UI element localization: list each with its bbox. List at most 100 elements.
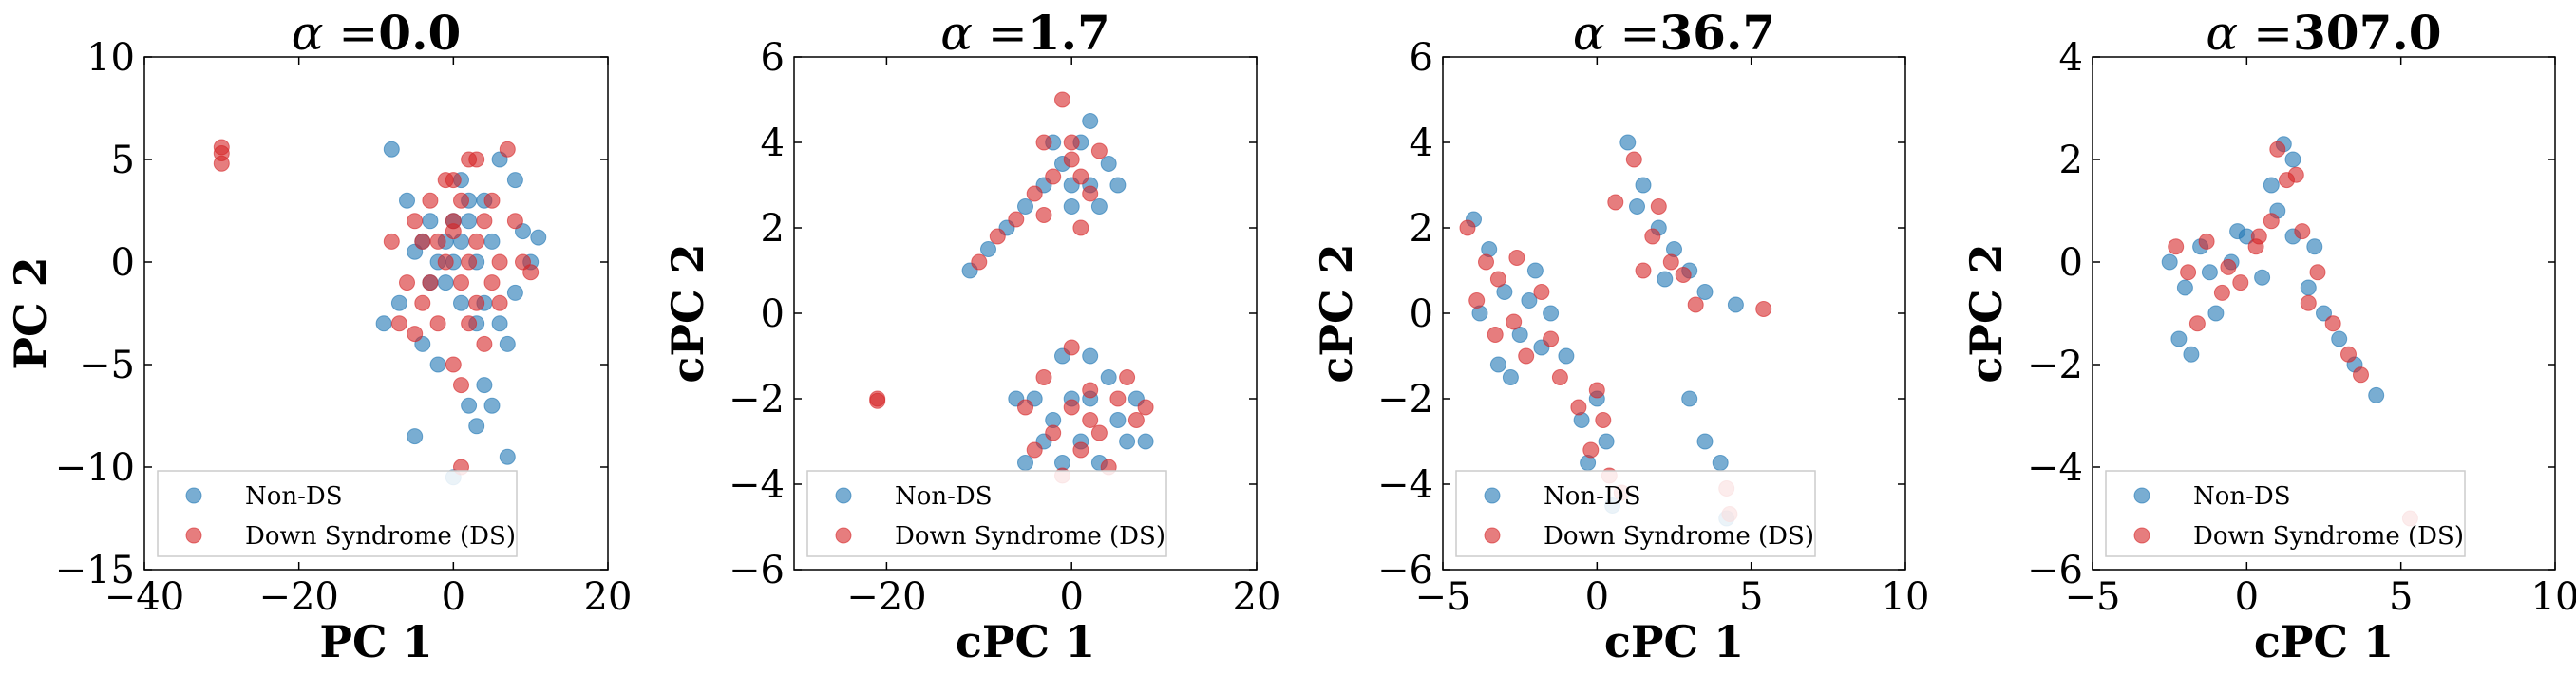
data-point xyxy=(2300,279,2317,296)
x-axis-label: cPC 1 xyxy=(2254,616,2394,667)
data-point xyxy=(414,233,431,250)
data-point xyxy=(1551,369,1568,385)
data-point xyxy=(1082,113,1099,129)
x-tick-label: 10 xyxy=(1882,575,1930,619)
data-point xyxy=(1533,284,1550,300)
legend-label: Down Syndrome (DS) xyxy=(2193,522,2464,551)
data-point xyxy=(491,253,508,271)
data-point xyxy=(1137,399,1154,416)
legend-label: Down Syndrome (DS) xyxy=(245,522,516,551)
data-point xyxy=(1090,142,1108,159)
data-point xyxy=(869,392,886,409)
data-point xyxy=(2188,315,2206,332)
data-point xyxy=(1696,284,1714,300)
data-point xyxy=(1558,347,1575,365)
data-point xyxy=(1459,219,1476,236)
data-point xyxy=(399,192,415,209)
data-point xyxy=(2331,330,2348,347)
data-point xyxy=(1072,219,1089,236)
data-point xyxy=(461,213,478,230)
title-value: 36.7 xyxy=(1659,5,1775,61)
y-tick-label: 5 xyxy=(111,139,135,182)
x-tick-label: −5 xyxy=(2065,575,2121,619)
data-point xyxy=(2306,238,2323,255)
data-point xyxy=(1675,267,1692,283)
x-tick-label: 0 xyxy=(442,575,465,619)
x-tick-label: 0 xyxy=(1585,575,1609,619)
data-point xyxy=(1521,292,1538,309)
title-value: 0.0 xyxy=(378,5,461,61)
legend-marker xyxy=(835,527,852,544)
data-point xyxy=(1063,198,1080,215)
data-point xyxy=(422,274,439,291)
data-point xyxy=(1468,292,1486,309)
data-point xyxy=(2294,223,2311,240)
series-ds xyxy=(2168,141,2418,527)
data-point xyxy=(1082,347,1099,365)
data-point xyxy=(2316,305,2332,322)
x-tick-label: −20 xyxy=(258,575,338,619)
data-point xyxy=(1635,177,1652,194)
data-point xyxy=(407,428,424,445)
y-tick-label: −2 xyxy=(2027,344,2083,387)
data-point xyxy=(383,141,400,158)
data-point xyxy=(1100,156,1117,172)
data-point xyxy=(468,151,485,168)
data-point xyxy=(1595,412,1612,428)
subplot-3: α =36.7 −5 0 5 10 −6 −4 −2 0 2 4 6 cPC 1 cPC 2 Non-DS D… xyxy=(1311,5,1929,667)
x-tick-label: −20 xyxy=(846,575,926,619)
data-point xyxy=(2287,166,2304,183)
data-point xyxy=(1727,296,1744,313)
data-point xyxy=(476,335,493,352)
y-tick-label: 2 xyxy=(761,207,785,251)
data-point xyxy=(499,335,516,352)
y-tick-label: 0 xyxy=(2059,241,2083,285)
data-point xyxy=(422,192,439,209)
data-point xyxy=(453,377,469,394)
data-point xyxy=(2353,366,2369,384)
data-point xyxy=(2263,177,2280,194)
data-point xyxy=(1045,424,1062,441)
data-point xyxy=(1570,399,1587,416)
data-point xyxy=(1017,399,1033,416)
y-tick-label: −2 xyxy=(1377,378,1433,422)
data-point xyxy=(491,315,508,332)
data-point xyxy=(980,241,996,257)
data-point xyxy=(1017,198,1033,215)
data-point xyxy=(1681,390,1698,407)
x-tick-label: 0 xyxy=(2235,575,2259,619)
data-point xyxy=(1008,211,1025,228)
data-point xyxy=(1635,262,1652,279)
subplot-title: α =36.7 xyxy=(1573,5,1775,61)
y-tick-label: 0 xyxy=(761,292,785,336)
data-point xyxy=(461,253,478,271)
legend-box xyxy=(2105,470,2466,557)
legend-marker xyxy=(185,487,202,504)
y-tick-label: −15 xyxy=(55,549,135,592)
data-point xyxy=(522,264,540,281)
data-point xyxy=(383,233,400,250)
legend-marker xyxy=(1484,527,1501,544)
data-point xyxy=(1063,399,1080,416)
data-point xyxy=(1082,185,1099,202)
data-point xyxy=(2220,258,2237,275)
y-axis-label: cPC 2 xyxy=(1960,243,2012,383)
data-point xyxy=(1662,253,1679,271)
legend-marker xyxy=(835,487,852,504)
data-point xyxy=(2250,228,2267,245)
data-point xyxy=(1518,347,1535,365)
data-point xyxy=(1755,301,1772,317)
data-point xyxy=(1045,168,1062,185)
legend-box xyxy=(157,470,518,557)
data-point xyxy=(453,294,469,311)
data-point xyxy=(1696,433,1714,450)
data-point xyxy=(1508,250,1525,266)
data-point xyxy=(1090,198,1108,215)
data-point xyxy=(499,448,516,465)
legend: Non-DS Down Syndrome (DS) xyxy=(1455,470,1816,557)
subplot-title: α =1.7 xyxy=(940,5,1110,61)
data-point xyxy=(1090,424,1108,441)
legend-box xyxy=(1455,470,1816,557)
data-point xyxy=(2284,151,2301,168)
data-point xyxy=(1072,168,1089,185)
